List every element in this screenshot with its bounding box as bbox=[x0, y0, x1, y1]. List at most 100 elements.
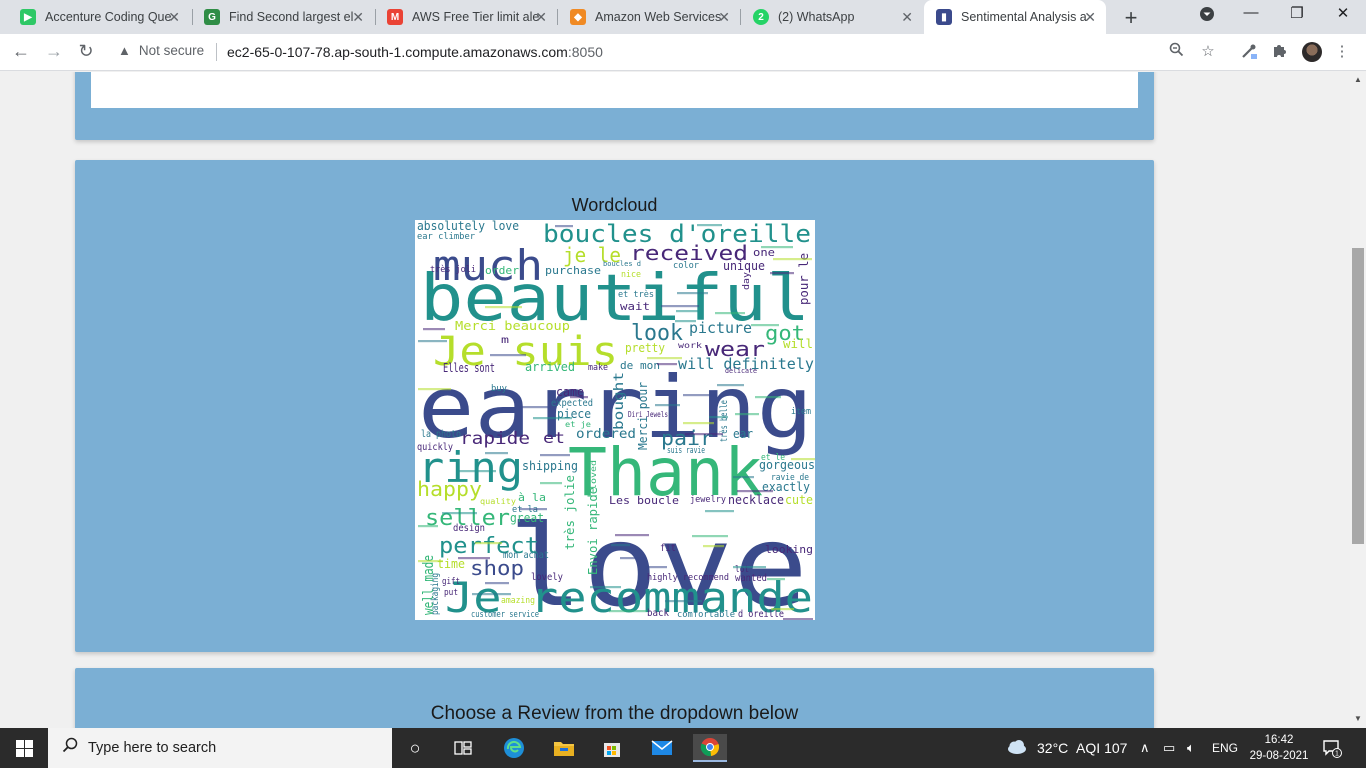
wordcloud-word: buy bbox=[491, 384, 508, 394]
wordcloud-small-word bbox=[683, 422, 714, 425]
tab-search-icon[interactable] bbox=[1192, 6, 1222, 26]
wordcloud-word: nice bbox=[621, 270, 641, 280]
wordcloud-small-word bbox=[717, 384, 744, 387]
wordcloud-word: la photo bbox=[421, 429, 461, 440]
wordcloud-small-word bbox=[737, 490, 773, 493]
close-icon[interactable]: ✕ bbox=[718, 9, 730, 25]
wordcloud-word: item bbox=[791, 407, 811, 417]
wordcloud-small-word bbox=[657, 363, 677, 366]
wordcloud-word: ear bbox=[733, 427, 753, 441]
mail-icon[interactable] bbox=[645, 734, 679, 762]
tab-gmail[interactable]: M AWS Free Tier limit ale ✕ bbox=[375, 0, 557, 34]
wordcloud-word: pour le bbox=[797, 253, 811, 305]
tab-whatsapp[interactable]: 2 (2) WhatsApp ✕ bbox=[741, 0, 923, 34]
wordcloud-word: gift bbox=[442, 577, 460, 587]
taskbar-search-box[interactable]: Type here to search bbox=[48, 728, 392, 768]
wordcloud-word: shop bbox=[470, 556, 524, 580]
wordcloud-small-word bbox=[773, 258, 812, 261]
tab-accenture[interactable]: ▶ Accenture Coding Que ✕ bbox=[8, 0, 190, 34]
eyedropper-extension-icon[interactable] bbox=[1238, 42, 1260, 64]
scroll-up-icon[interactable]: ▲ bbox=[1354, 75, 1362, 84]
wordcloud-small-word bbox=[540, 482, 562, 485]
windows-start-icon[interactable] bbox=[0, 728, 48, 768]
close-icon[interactable]: ✕ bbox=[901, 9, 913, 25]
battery-icon[interactable]: ▭ bbox=[1163, 740, 1176, 755]
svg-text:1: 1 bbox=[1335, 751, 1339, 758]
wordcloud-word: packaging bbox=[430, 573, 441, 615]
browser-menu-icon[interactable]: ⋮ bbox=[1334, 43, 1350, 60]
wordcloud-word: quickly bbox=[417, 442, 453, 453]
close-icon[interactable]: ✕ bbox=[1084, 9, 1096, 25]
wordcloud-small-word bbox=[735, 413, 759, 416]
wordcloud-small-word bbox=[442, 512, 477, 515]
close-icon[interactable]: ✕ bbox=[535, 9, 547, 25]
new-tab-icon[interactable]: + bbox=[1124, 5, 1138, 30]
microsoft-store-icon[interactable] bbox=[595, 734, 629, 762]
wordcloud-word: wear bbox=[705, 337, 765, 361]
reload-icon[interactable]: ↻ bbox=[78, 41, 94, 61]
wordcloud-small-word bbox=[661, 305, 699, 308]
tab-geeksforgeeks[interactable]: G Find Second largest el ✕ bbox=[192, 0, 374, 34]
wordcloud-word: amazing bbox=[501, 596, 535, 606]
wordcloud-word: love bbox=[508, 502, 808, 620]
wordcloud-word: très jolie bbox=[563, 475, 577, 550]
minimize-icon[interactable]: — bbox=[1243, 4, 1259, 21]
tab-sentimental-analysis[interactable]: ▮ Sentimental Analysis a ✕ bbox=[924, 0, 1106, 34]
gfg-favicon-icon: G bbox=[204, 9, 220, 25]
wordcloud-small-word bbox=[485, 582, 509, 585]
back-icon[interactable]: ← bbox=[12, 41, 30, 61]
zoom-icon[interactable] bbox=[1165, 42, 1187, 61]
wordcloud-word: boucles d'oreille bbox=[543, 220, 811, 248]
wordcloud-small-word bbox=[475, 542, 502, 545]
address-bar[interactable]: ▲ Not secure ec2-65-0-107-78.ap-south-1.… bbox=[108, 37, 1228, 67]
task-view-icon[interactable] bbox=[446, 734, 480, 762]
wordcloud-small-word bbox=[458, 557, 490, 560]
notification-center-icon[interactable]: 1 bbox=[1322, 738, 1342, 763]
bookmark-star-icon[interactable]: ☆ bbox=[1201, 43, 1215, 60]
wordcloud-word: unique bbox=[723, 259, 765, 273]
restore-icon[interactable]: ❐ bbox=[1290, 5, 1304, 22]
wordcloud-word: et bbox=[543, 429, 565, 447]
wordcloud-word: necklace bbox=[728, 493, 784, 507]
volume-icon[interactable]: 🔈︎ bbox=[1187, 740, 1195, 755]
chrome-taskbar-icon[interactable] bbox=[693, 734, 727, 762]
close-icon[interactable]: ✕ bbox=[168, 9, 180, 25]
wordcloud-word: boucles d bbox=[603, 260, 641, 268]
wordcloud-word: pretty bbox=[625, 341, 665, 355]
wordcloud-word: customer service bbox=[471, 610, 539, 620]
window-close-icon[interactable]: ✕ bbox=[1336, 5, 1350, 22]
scroll-down-icon[interactable]: ▼ bbox=[1354, 714, 1362, 723]
wordcloud-small-word bbox=[645, 566, 667, 569]
tab-title: Find Second largest el bbox=[229, 10, 354, 24]
url-text[interactable]: ec2-65-0-107-78.ap-south-1.compute.amazo… bbox=[227, 44, 603, 60]
forward-icon[interactable]: → bbox=[45, 41, 63, 61]
cortana-icon[interactable]: ○ bbox=[409, 737, 421, 758]
wordcloud-small-word bbox=[615, 534, 649, 537]
system-clock[interactable]: 16:42 29-08-2021 bbox=[1249, 734, 1309, 762]
wordcloud-word: absolutely love bbox=[417, 220, 519, 233]
wordcloud-small-word bbox=[647, 357, 682, 360]
tray-chevron-up-icon[interactable]: ∧ bbox=[1140, 740, 1150, 755]
wordcloud-word: order bbox=[485, 264, 519, 277]
weather-cloud-icon[interactable] bbox=[1006, 739, 1028, 758]
scrollbar-thumb[interactable] bbox=[1352, 248, 1364, 544]
wordcloud-small-word bbox=[485, 452, 508, 455]
wordcloud-word: ear climber bbox=[417, 232, 476, 242]
profile-avatar[interactable] bbox=[1302, 42, 1322, 62]
wordcloud-word: très joli bbox=[430, 264, 476, 275]
edge-icon[interactable] bbox=[497, 734, 531, 762]
tab-title: AWS Free Tier limit ale bbox=[412, 10, 540, 24]
tab-title: Amazon Web Services bbox=[595, 10, 722, 24]
weather-status[interactable]: 32°C AQI 107 bbox=[1037, 740, 1128, 756]
wordcloud-small-word bbox=[767, 578, 785, 581]
wordcloud-small-word bbox=[418, 560, 443, 563]
extensions-puzzle-icon[interactable] bbox=[1269, 42, 1291, 62]
language-indicator[interactable]: ENG bbox=[1212, 741, 1239, 755]
file-explorer-icon[interactable] bbox=[547, 734, 581, 762]
wordcloud-word: look bbox=[631, 321, 683, 346]
close-icon[interactable]: ✕ bbox=[352, 9, 364, 25]
tab-aws[interactable]: ◆ Amazon Web Services ✕ bbox=[558, 0, 740, 34]
security-indicator[interactable]: ▲ Not secure bbox=[118, 43, 204, 58]
wordcloud-small-word bbox=[709, 416, 728, 419]
page-scrollbar[interactable]: ▲ ▼ bbox=[1350, 72, 1366, 728]
